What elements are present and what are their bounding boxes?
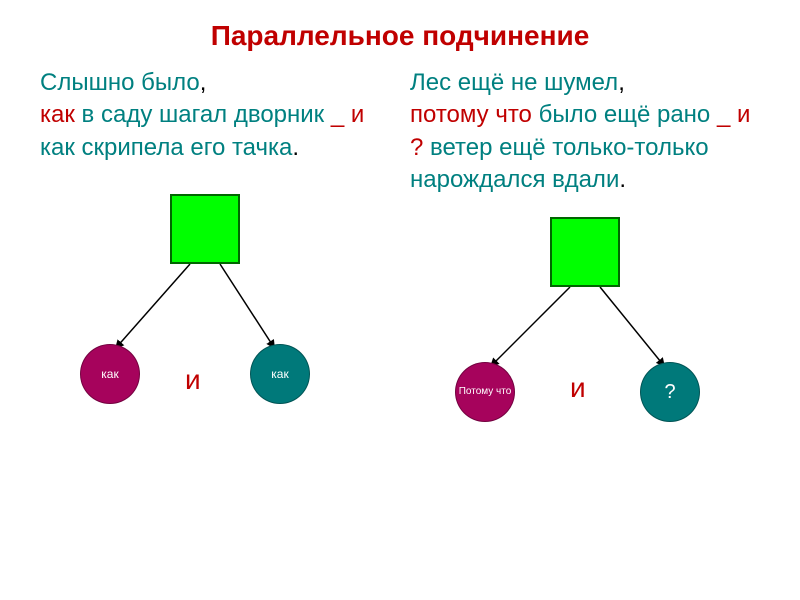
sentence-part: _ [717,101,737,128]
subordinate-circle: как [80,344,140,404]
left-diagram: как как и [40,184,390,414]
subordinate-circle: ? [640,362,700,422]
sentence-part: ветер ещё только-только нарождался вдали [410,134,709,193]
right-column: Лес ещё не шумел, потому что было ещё ран… [400,67,770,447]
right-sentence: Лес ещё не шумел, потому что было ещё ран… [410,67,760,197]
sentence-part: , [200,69,207,96]
sentence-part: . [619,166,626,193]
sentence-part: . [292,134,299,161]
sentence-part: и [737,101,750,128]
sentence-part: _ [331,101,351,128]
main-clause-square [550,217,620,287]
right-diagram: Потому что? и [410,217,760,447]
sentence-part: как [40,101,82,128]
connector-label: и [185,364,201,396]
sentence-part: ? [410,134,430,161]
subordinate-circle: как [250,344,310,404]
left-sentence: Слышно было, как в саду шагал дворник _ и… [40,67,390,164]
sentence-part: в саду шагал дворник [82,101,331,128]
sentence-part: Слышно было [40,69,200,96]
columns-container: Слышно было, как в саду шагал дворник _ и… [0,67,800,447]
subordinate-circle: Потому что [455,362,515,422]
sentence-part: , [618,69,625,96]
sentence-part: потому что [410,101,539,128]
sentence-part: как скрипела его тачка [40,134,292,161]
main-clause-square [170,194,240,264]
sentence-part: и [351,101,364,128]
connector-label: и [570,372,586,404]
page-title: Параллельное подчинение [0,0,800,67]
sentence-part: было ещё рано [539,101,717,128]
left-column: Слышно было, как в саду шагал дворник _ и… [30,67,400,447]
sentence-part: Лес ещё не шумел [410,69,618,96]
